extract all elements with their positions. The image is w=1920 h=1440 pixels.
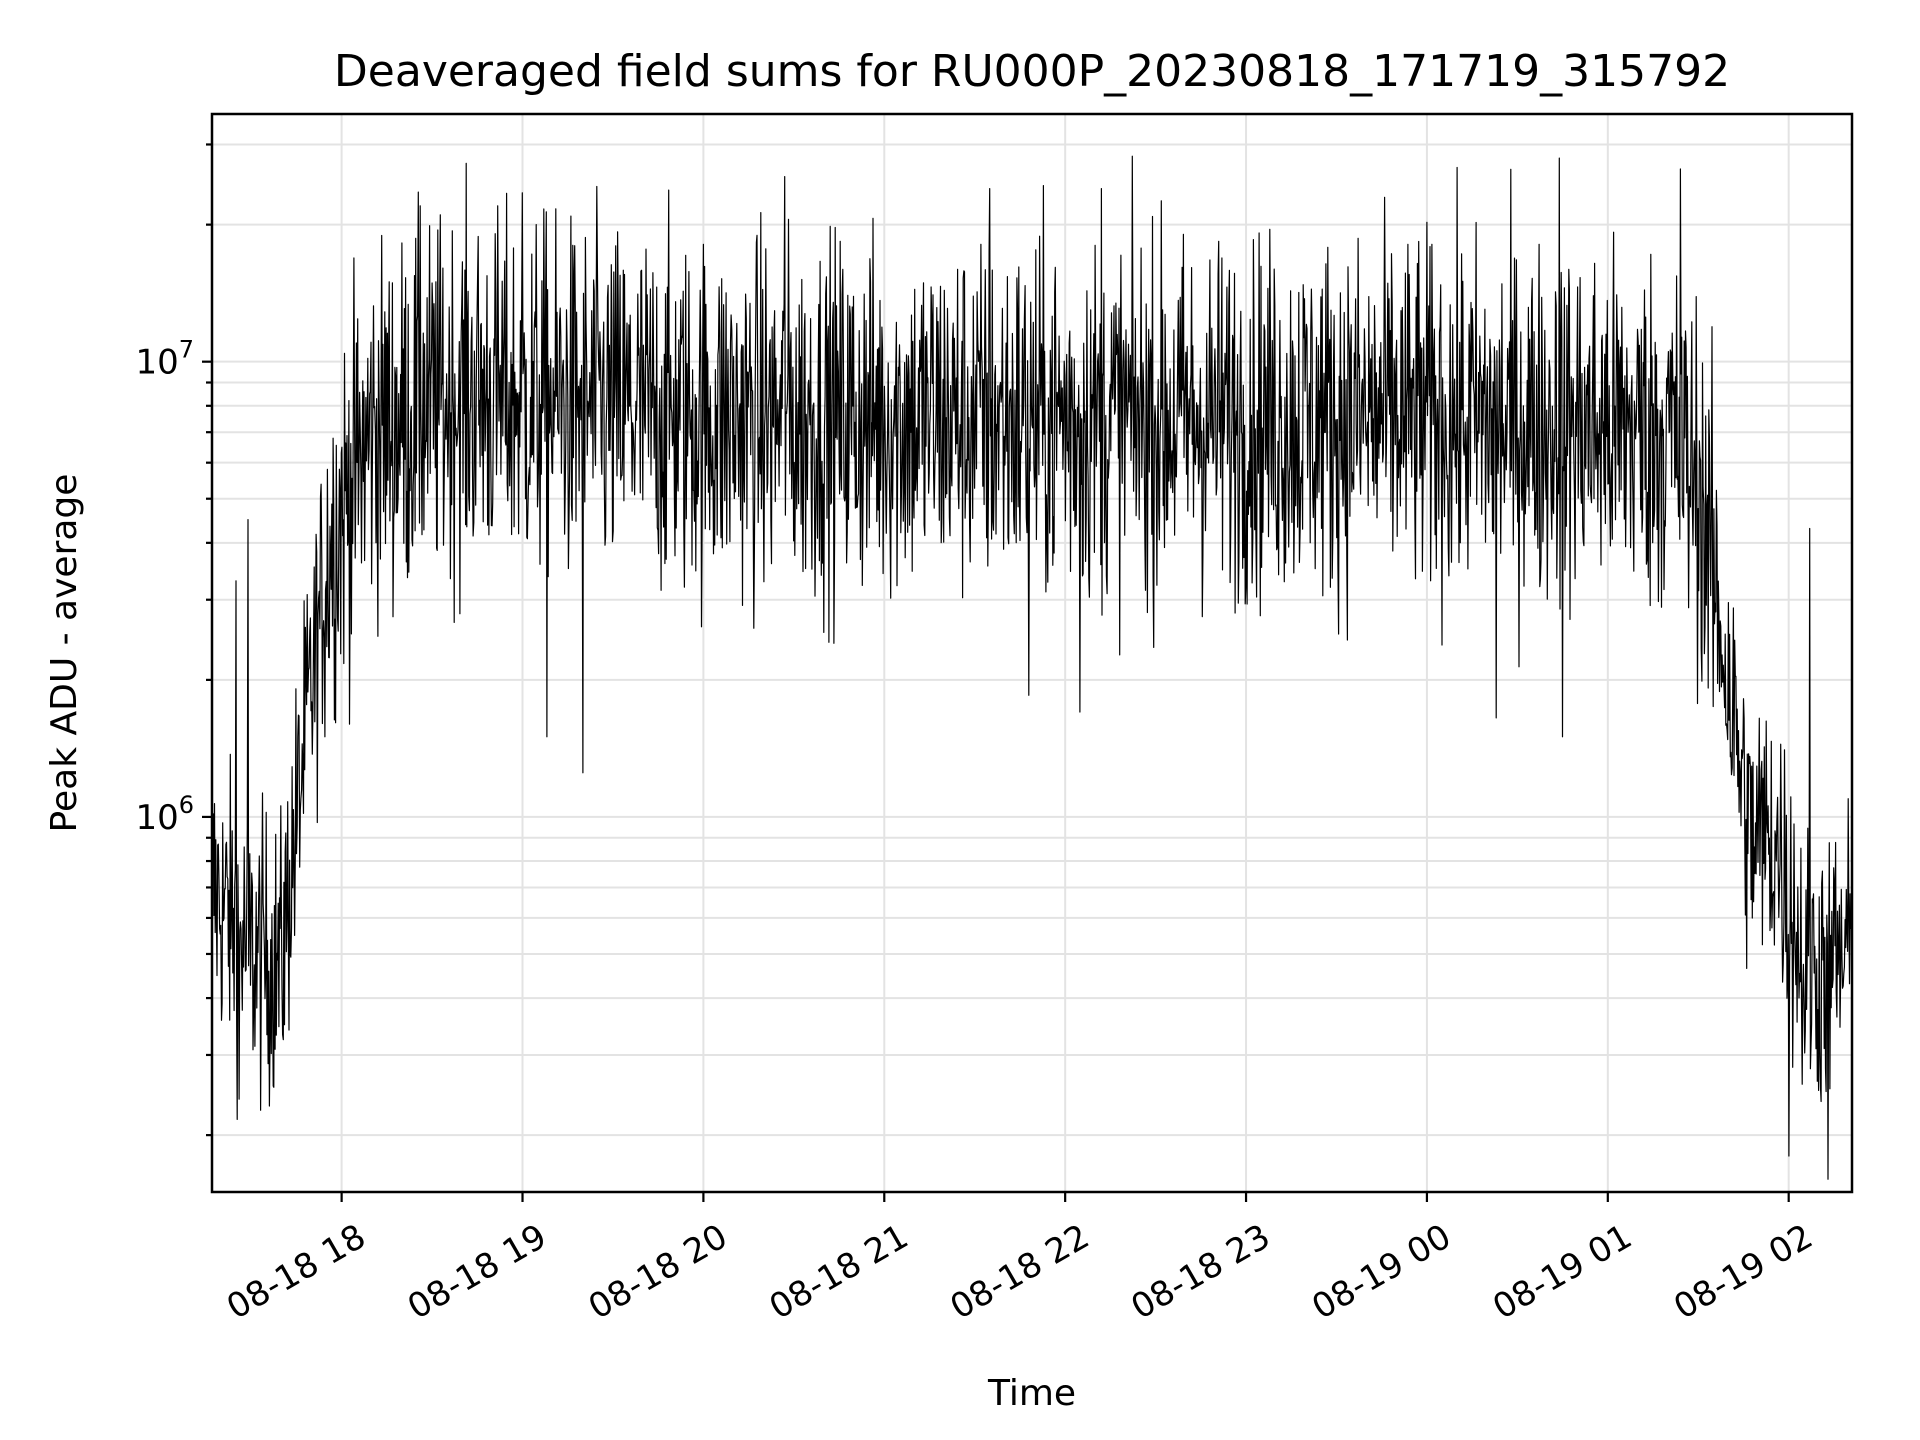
y-tick-label-exponent: 6 xyxy=(179,791,194,819)
chart-title: Deaveraged field sums for RU000P_2023081… xyxy=(334,46,1730,97)
series-line xyxy=(211,155,1853,1180)
y-axis-label: Peak ADU - average xyxy=(44,474,85,833)
plot-area xyxy=(211,155,1853,1180)
plot-frame xyxy=(210,112,1854,1194)
x-axis-label: Time xyxy=(987,1373,1076,1414)
y-tick-label: 107 xyxy=(135,336,194,383)
y-tick-label: 106 xyxy=(135,791,194,838)
y-tick-label-base: 10 xyxy=(135,798,178,838)
y-tick-label-exponent: 7 xyxy=(179,336,194,364)
y-tick-label-base: 10 xyxy=(135,343,178,383)
